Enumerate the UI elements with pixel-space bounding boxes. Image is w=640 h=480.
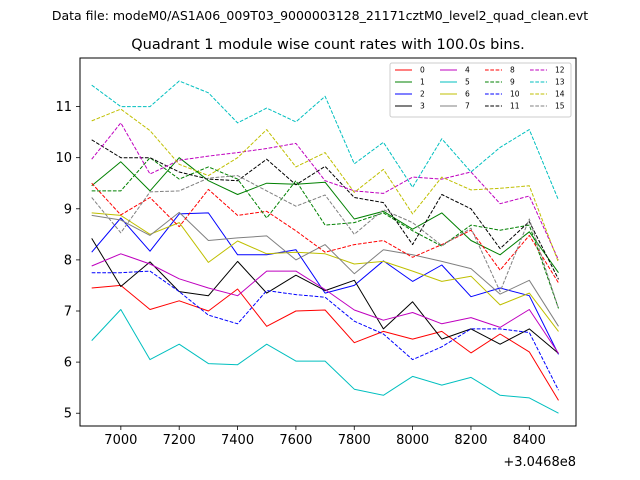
series-line-9 [91, 157, 559, 309]
series-line-13 [91, 80, 559, 201]
suptitle: Data file: modeM0/AS1A06_009T03_90000031… [52, 8, 588, 23]
y-tick-label: 11 [55, 100, 72, 115]
legend-label-14: 14 [555, 90, 565, 99]
legend-label-7: 7 [465, 102, 470, 111]
y-tick-label: 8 [64, 253, 72, 268]
series-line-1 [91, 157, 559, 273]
legend-label-9: 9 [510, 78, 515, 87]
x-tick-label: 7800 [338, 433, 371, 448]
axis-ticks: 7000 7200 7400 7600 7800 8000 8200 8400 5 6 7 8 9 10 1… [55, 100, 545, 448]
x-tick-label: 7600 [279, 433, 312, 448]
series-line-5 [91, 309, 559, 414]
x-tick-label: 8200 [454, 433, 487, 448]
series-line-0 [91, 284, 559, 401]
y-tick-label: 9 [64, 202, 72, 217]
series-line-12 [91, 122, 559, 261]
x-offset-label: +3.0468e8 [503, 455, 576, 470]
series-line-11 [91, 139, 559, 280]
series-line-6 [91, 212, 559, 332]
legend-label-6: 6 [465, 90, 470, 99]
legend-label-1: 1 [420, 78, 425, 87]
y-tick-label: 10 [55, 151, 72, 166]
legend-label-13: 13 [555, 78, 565, 87]
x-tick-label: 7000 [104, 433, 137, 448]
legend-label-15: 15 [555, 102, 565, 111]
chart-title: Quadrant 1 module wise count rates with … [131, 37, 525, 53]
series-line-7 [91, 211, 559, 327]
series-line-3 [91, 238, 559, 354]
legend-label-10: 10 [510, 90, 520, 99]
y-tick-label: 6 [64, 356, 72, 371]
legend-label-8: 8 [510, 66, 515, 75]
series-line-14 [91, 108, 559, 263]
legend-label-3: 3 [420, 102, 425, 111]
series-line-8 [91, 182, 559, 284]
legend-box [389, 62, 572, 118]
series-line-4 [91, 253, 559, 354]
x-tick-label: 8000 [396, 433, 429, 448]
y-tick-label: 7 [64, 305, 72, 320]
series-line-10 [91, 270, 559, 391]
legend-label-0: 0 [420, 66, 425, 75]
y-tick-label: 5 [64, 407, 72, 422]
x-tick-label: 7400 [221, 433, 254, 448]
series-line-15 [91, 175, 559, 309]
legend-label-5: 5 [465, 78, 470, 87]
legend-label-11: 11 [510, 102, 520, 111]
legend-label-4: 4 [465, 66, 470, 75]
x-tick-label: 7200 [163, 433, 196, 448]
series-lines [91, 80, 559, 414]
legend-label-12: 12 [555, 66, 565, 75]
legend-label-2: 2 [420, 90, 425, 99]
plot-frame [79, 57, 577, 427]
x-tick-label: 8400 [513, 433, 546, 448]
